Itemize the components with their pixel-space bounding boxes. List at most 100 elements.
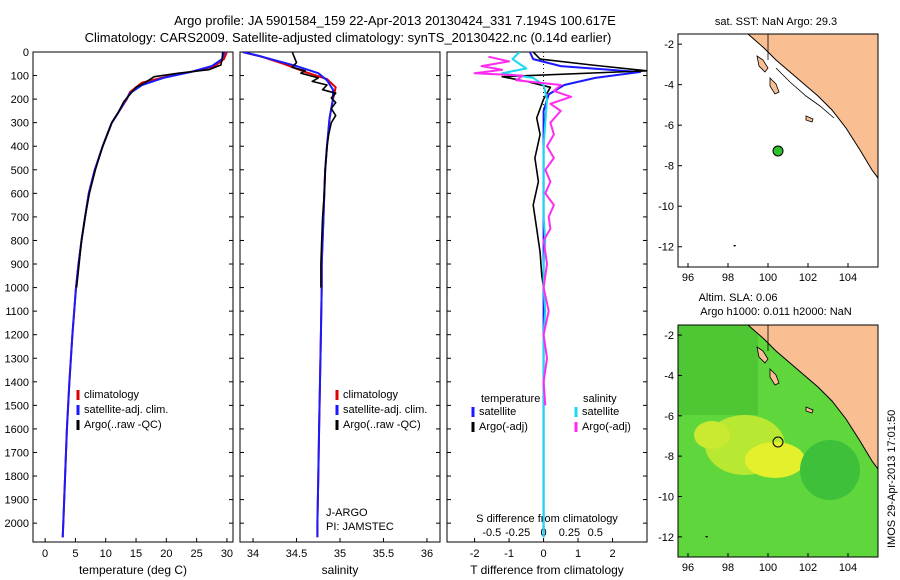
salinity-xtick-label: 35	[334, 548, 346, 560]
difference-series-s-argo	[473, 55, 573, 406]
salinity-series-argo-raw-qc-	[291, 52, 337, 288]
sumatra-land-2	[747, 325, 878, 470]
depth-tick-label: 0	[23, 47, 29, 59]
float-owner-annotation: PI: JAMSTEC	[326, 521, 394, 533]
sla-map: Altim. SLA: 0.06 Argo h1000: 0.011 h2000…	[658, 292, 879, 574]
difference-xtick-label: 2	[609, 548, 615, 560]
diff-legend-label: satellite	[479, 406, 516, 418]
temperature-xtick-label: 20	[160, 548, 172, 560]
map-lat-label: -12	[658, 532, 674, 544]
island-siberut	[756, 55, 769, 73]
depth-tick-label: 1500	[5, 400, 29, 412]
temperature-xtick-label: 0	[42, 548, 48, 560]
island-enggano-2	[805, 406, 814, 414]
diff-legend-label: satellite	[582, 406, 619, 418]
map-lon-label: 104	[839, 272, 857, 284]
depth-tick-label: 600	[11, 188, 29, 200]
temperature-series-argo-raw-qc-	[75, 52, 224, 288]
salinity-xlabel: salinity	[322, 563, 359, 577]
map-lon-label: 100	[759, 272, 777, 284]
coast-contour	[775, 67, 835, 119]
depth-tick-label: 100	[11, 71, 29, 83]
island-mentawai	[769, 77, 780, 95]
depth-tick-label: 2000	[5, 518, 29, 530]
sla-high-west	[694, 421, 730, 449]
salinity-xtick-label: 36	[421, 548, 433, 560]
map-lon-label: 98	[722, 272, 734, 284]
s-diff-tick-label: 0.5	[588, 527, 603, 539]
difference-plot-frame	[446, 51, 648, 543]
depth-tick-label: 800	[11, 235, 29, 247]
depth-tick-label: 1400	[5, 377, 29, 389]
temperature-panel: 0100200300400500600700800900100011001200…	[5, 47, 234, 577]
float-position-marker	[772, 145, 784, 157]
legend-label: climatology	[84, 389, 140, 401]
difference-xlabel: T difference from climatology	[470, 563, 624, 577]
map-lat-label: -4	[664, 370, 674, 382]
depth-tick-label: 1600	[5, 424, 29, 436]
island-christmas	[733, 245, 736, 247]
temperature-xtick-label: 30	[221, 548, 233, 560]
depth-tick-label: 300	[11, 118, 29, 130]
salinity-series-group	[242, 52, 337, 538]
map-lon-label: 96	[682, 562, 694, 574]
legend-title-salinity: salinity	[583, 393, 617, 405]
float-owner-annotation: J-ARGO	[326, 507, 368, 519]
depth-tick-label: 400	[11, 141, 29, 153]
island-mentawai-2	[769, 368, 780, 386]
temperature-xtick-label: 10	[100, 548, 112, 560]
difference-series-argo-adj-	[501, 52, 647, 288]
difference-series-s-satellite	[501, 52, 548, 538]
map-lat-label: -8	[664, 161, 674, 173]
island-siberut-2	[756, 346, 769, 364]
sla-map-title-1: Altim. SLA: 0.06	[699, 292, 778, 304]
depth-tick-label: 1700	[5, 447, 29, 459]
map-lat-label: -10	[658, 201, 674, 213]
legend-label: climatology	[343, 389, 399, 401]
map-lat-label: -12	[658, 242, 674, 254]
salinity-xtick-label: 34	[247, 548, 259, 560]
sla-map-title-2: Argo h1000: 0.011 h2000: NaN	[700, 306, 852, 318]
float-position-marker-2	[772, 436, 784, 448]
header-line-1: Argo profile: JA 5901584_159 22-Apr-2013…	[174, 13, 616, 28]
legend-label: Argo(..raw -QC)	[84, 419, 162, 431]
difference-xtick-label: -2	[470, 548, 480, 560]
depth-tick-label: 1900	[5, 495, 29, 507]
depth-tick-label: 1200	[5, 330, 29, 342]
depth-tick-label: 200	[11, 94, 29, 106]
legend-title-temperature: temperature	[481, 393, 540, 405]
depth-tick-label: 700	[11, 212, 29, 224]
temperature-xtick-label: 25	[191, 548, 203, 560]
salinity-xtick-label: 35.5	[373, 548, 394, 560]
salinity-panel: 34 34.5 35 35.5 36 salinity climatology satelli…	[239, 51, 441, 577]
s-diff-tick-label: -0.5	[482, 527, 501, 539]
sla-patch	[678, 325, 758, 415]
temperature-xtick-label: 15	[130, 548, 142, 560]
map-lon-label: 100	[759, 562, 777, 574]
map-lat-label: -6	[664, 120, 674, 132]
sst-map: sat. SST: NaN Argo: 29.3 96 98 100 102 104 -2…	[658, 16, 879, 284]
map-lat-label: -2	[664, 39, 674, 51]
temperature-xtick-label: 5	[72, 548, 78, 560]
map-lon-label: 102	[799, 272, 817, 284]
difference-xtick-label: 0	[540, 548, 546, 560]
depth-tick-label: 900	[11, 259, 29, 271]
depth-tick-label: 1800	[5, 471, 29, 483]
difference-series-group	[473, 52, 647, 538]
header-line-2: Climatology: CARS2009. Satellite-adjuste…	[85, 30, 612, 45]
temperature-xlabel: temperature (deg C)	[79, 563, 187, 577]
map-lat-label: -10	[658, 491, 674, 503]
legend-label: satellite-adj. clim.	[343, 404, 427, 416]
map-lat-label: -4	[664, 80, 674, 92]
sla-high-core	[745, 442, 805, 478]
depth-tick-label: 1000	[5, 283, 29, 295]
island-enggano	[805, 115, 814, 123]
map-lat-label: -2	[664, 330, 674, 342]
s-diff-tick-label: -0.25	[505, 527, 530, 539]
depth-tick-label: 1100	[5, 306, 29, 318]
sla-low-region	[800, 440, 860, 500]
temperature-series-group	[61, 52, 228, 538]
temperature-plot-frame	[32, 51, 234, 543]
map-lat-label: -6	[664, 411, 674, 423]
